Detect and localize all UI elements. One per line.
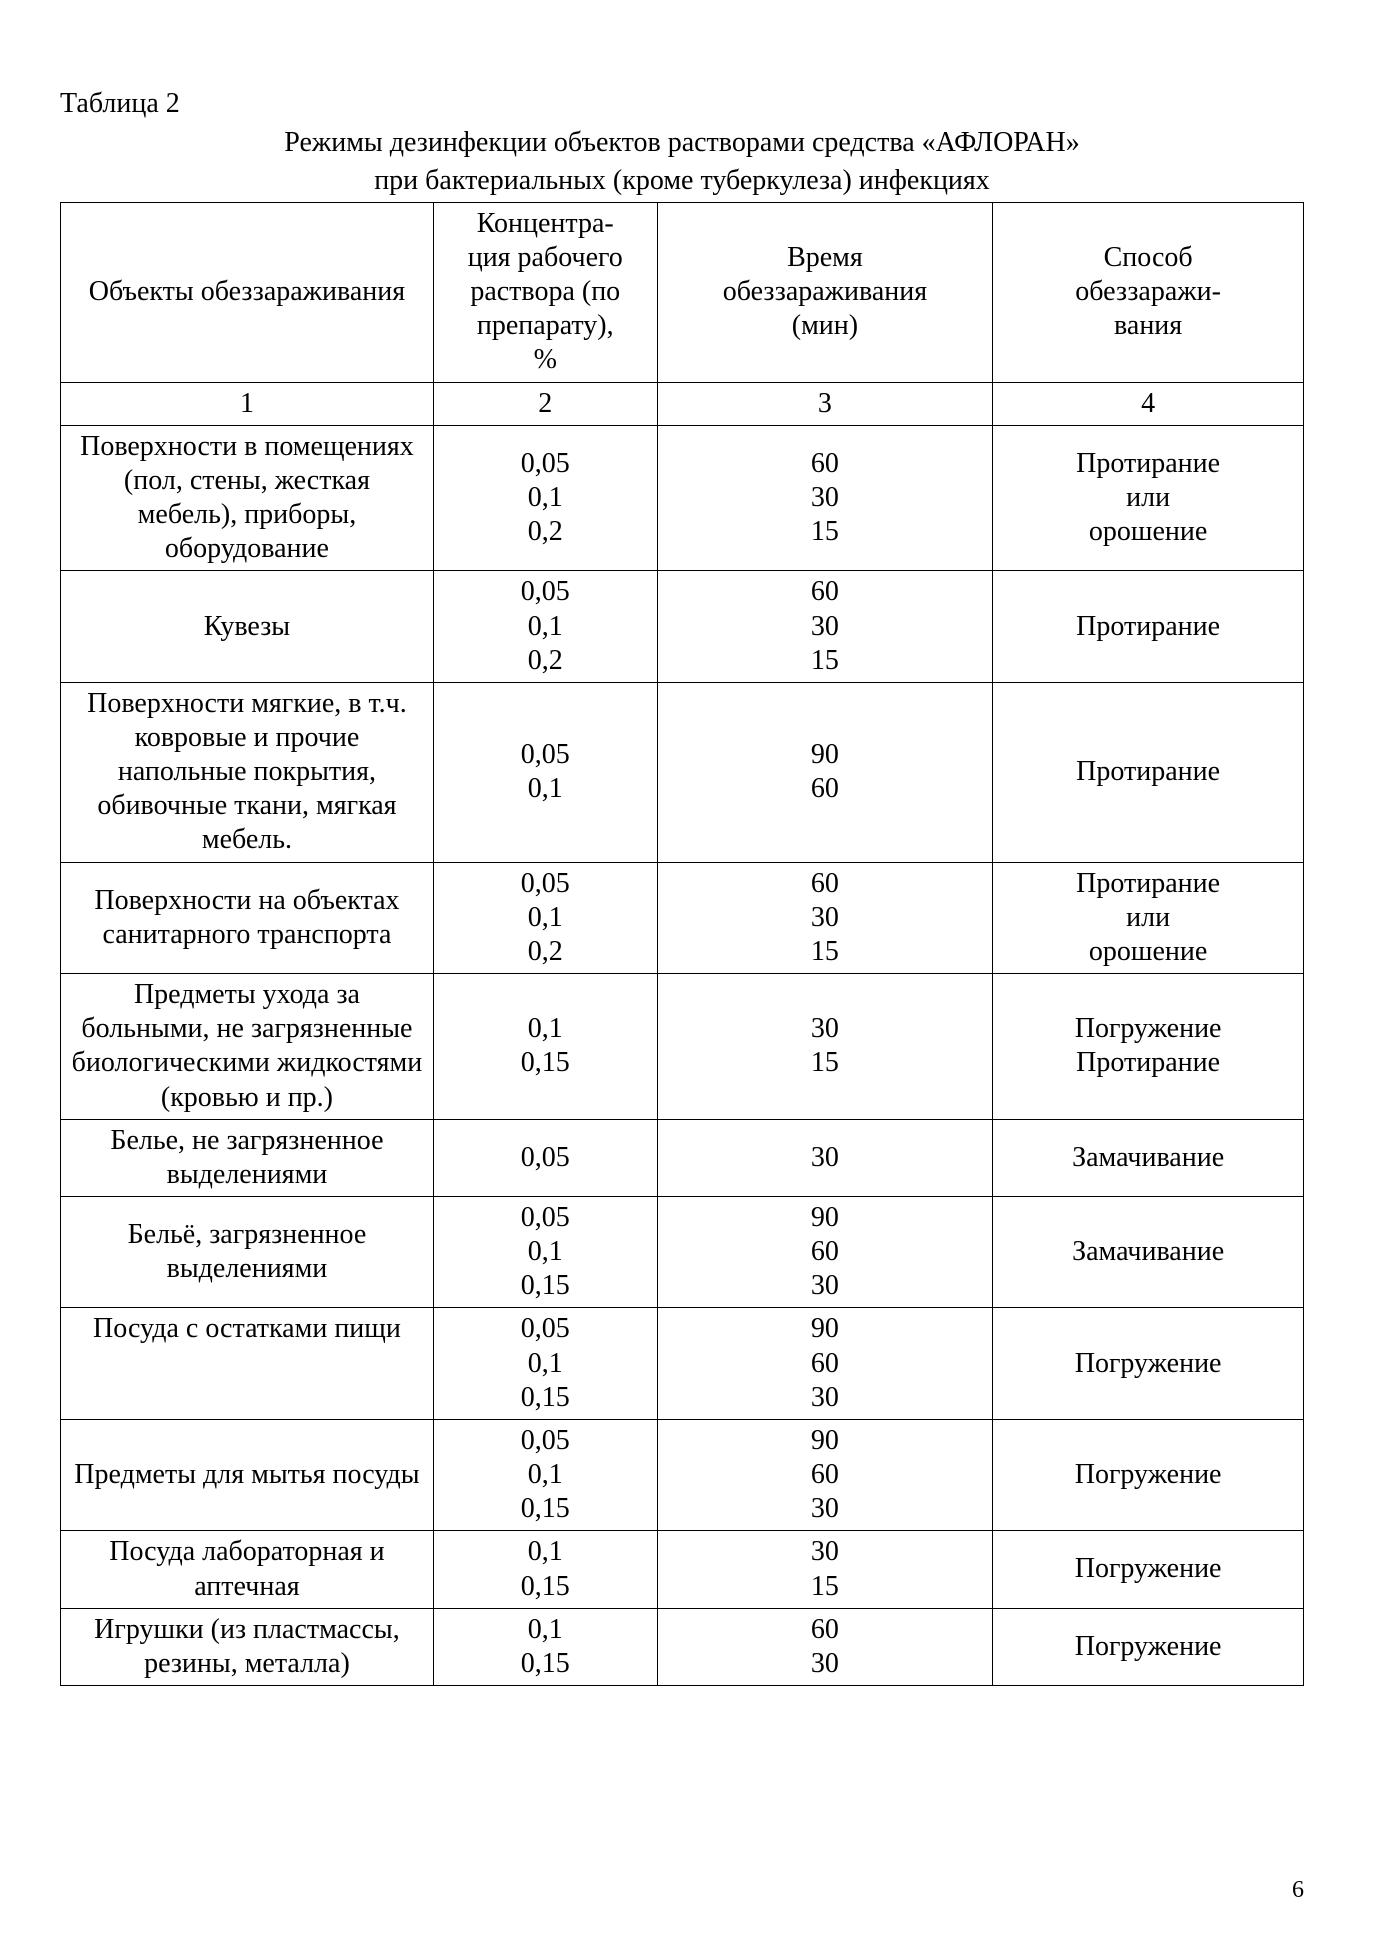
table-row: Посуда с остатками пищи0,050,10,15906030… <box>61 1308 1304 1419</box>
cell-time: 603015 <box>657 571 993 682</box>
cell-time: 9060 <box>657 682 993 862</box>
table-container: Объекты обеззараживания Концентра-ция ра… <box>60 202 1304 1686</box>
header-object: Объекты обеззараживания <box>61 202 434 382</box>
table-row: Предметы ухода забольными, не загрязненн… <box>61 974 1304 1120</box>
colnum-4: 4 <box>993 382 1304 425</box>
table-row: Игрушки (из пластмассы,резины, металла)0… <box>61 1608 1304 1685</box>
table-row: Кувезы0,050,10,2603015Протирание <box>61 571 1304 682</box>
cell-concentration: 0,050,10,2 <box>433 862 657 973</box>
cell-method: Протирание <box>993 682 1304 862</box>
table-row: Предметы для мытья посуды0,050,10,159060… <box>61 1419 1304 1530</box>
cell-object: Кувезы <box>61 571 434 682</box>
page-number: 6 <box>1292 1877 1304 1904</box>
cell-concentration: 0,050,10,15 <box>433 1419 657 1530</box>
cell-time: 30 <box>657 1119 993 1196</box>
table-header-row: Объекты обеззараживания Концентра-ция ра… <box>61 202 1304 382</box>
cell-concentration: 0,050,1 <box>433 682 657 862</box>
colnum-2: 2 <box>433 382 657 425</box>
cell-object: Посуда с остатками пищи <box>61 1308 434 1419</box>
table-column-number-row: 1 2 3 4 <box>61 382 1304 425</box>
colnum-3: 3 <box>657 382 993 425</box>
table-row: Посуда лабораторная иаптечная0,10,153015… <box>61 1531 1304 1608</box>
cell-concentration: 0,050,10,2 <box>433 425 657 571</box>
cell-object: Игрушки (из пластмассы,резины, металла) <box>61 1608 434 1685</box>
table-row: Поверхности на объектахсанитарного транс… <box>61 862 1304 973</box>
cell-method: Погружение <box>993 1419 1304 1530</box>
table-title-line1: Режимы дезинфекции объектов растворами с… <box>91 125 1273 161</box>
cell-method: Замачивание <box>993 1197 1304 1308</box>
cell-concentration: 0,050,10,15 <box>433 1308 657 1419</box>
table-label: Таблица 2 <box>60 86 1304 121</box>
header-method: Способобеззаражи-вания <box>993 202 1304 382</box>
header-concentration: Концентра-ция рабочегораствора (попрепар… <box>433 202 657 382</box>
table-row: Поверхности мягкие, в т.ч.ковровые и про… <box>61 682 1304 862</box>
cell-time: 3015 <box>657 974 993 1120</box>
cell-object: Бельё, загрязненноевыделениями <box>61 1197 434 1308</box>
cell-object: Предметы для мытья посуды <box>61 1419 434 1530</box>
cell-time: 6030 <box>657 1608 993 1685</box>
cell-concentration: 0,10,15 <box>433 1608 657 1685</box>
cell-method: Протирание <box>993 571 1304 682</box>
cell-object: Предметы ухода забольными, не загрязненн… <box>61 974 434 1120</box>
cell-method: Протираниеилиорошение <box>993 425 1304 571</box>
table-row: Поверхности в помещениях(пол, стены, жес… <box>61 425 1304 571</box>
cell-object: Поверхности в помещениях(пол, стены, жес… <box>61 425 434 571</box>
cell-method: Погружение <box>993 1608 1304 1685</box>
colnum-1: 1 <box>61 382 434 425</box>
cell-concentration: 0,050,10,15 <box>433 1197 657 1308</box>
cell-method: Погружение <box>993 1308 1304 1419</box>
cell-concentration: 0,10,15 <box>433 1531 657 1608</box>
cell-object: Белье, не загрязненноевыделениями <box>61 1119 434 1196</box>
cell-time: 3015 <box>657 1531 993 1608</box>
cell-method: Замачивание <box>993 1119 1304 1196</box>
cell-time: 906030 <box>657 1197 993 1308</box>
cell-time: 603015 <box>657 862 993 973</box>
header-time: Времяобеззараживания(мин) <box>657 202 993 382</box>
table-body: Объекты обеззараживания Концентра-ция ра… <box>61 202 1304 1685</box>
cell-concentration: 0,050,10,2 <box>433 571 657 682</box>
cell-time: 603015 <box>657 425 993 571</box>
cell-concentration: 0,10,15 <box>433 974 657 1120</box>
table-title-line2: при бактериальных (кроме туберкулеза) ин… <box>91 163 1273 199</box>
cell-time: 906030 <box>657 1308 993 1419</box>
disinfection-table: Объекты обеззараживания Концентра-ция ра… <box>60 202 1304 1686</box>
cell-method: Протираниеилиорошение <box>993 862 1304 973</box>
cell-object: Поверхности на объектахсанитарного транс… <box>61 862 434 973</box>
cell-concentration: 0,05 <box>433 1119 657 1196</box>
cell-method: Погружение <box>993 1531 1304 1608</box>
cell-object: Поверхности мягкие, в т.ч.ковровые и про… <box>61 682 434 862</box>
document-page: Таблица 2 Режимы дезинфекции объектов ра… <box>0 0 1374 1944</box>
cell-object: Посуда лабораторная иаптечная <box>61 1531 434 1608</box>
table-row: Белье, не загрязненноевыделениями0,0530З… <box>61 1119 1304 1196</box>
table-row: Бельё, загрязненноевыделениями0,050,10,1… <box>61 1197 1304 1308</box>
cell-time: 906030 <box>657 1419 993 1530</box>
cell-method: ПогружениеПротирание <box>993 974 1304 1120</box>
